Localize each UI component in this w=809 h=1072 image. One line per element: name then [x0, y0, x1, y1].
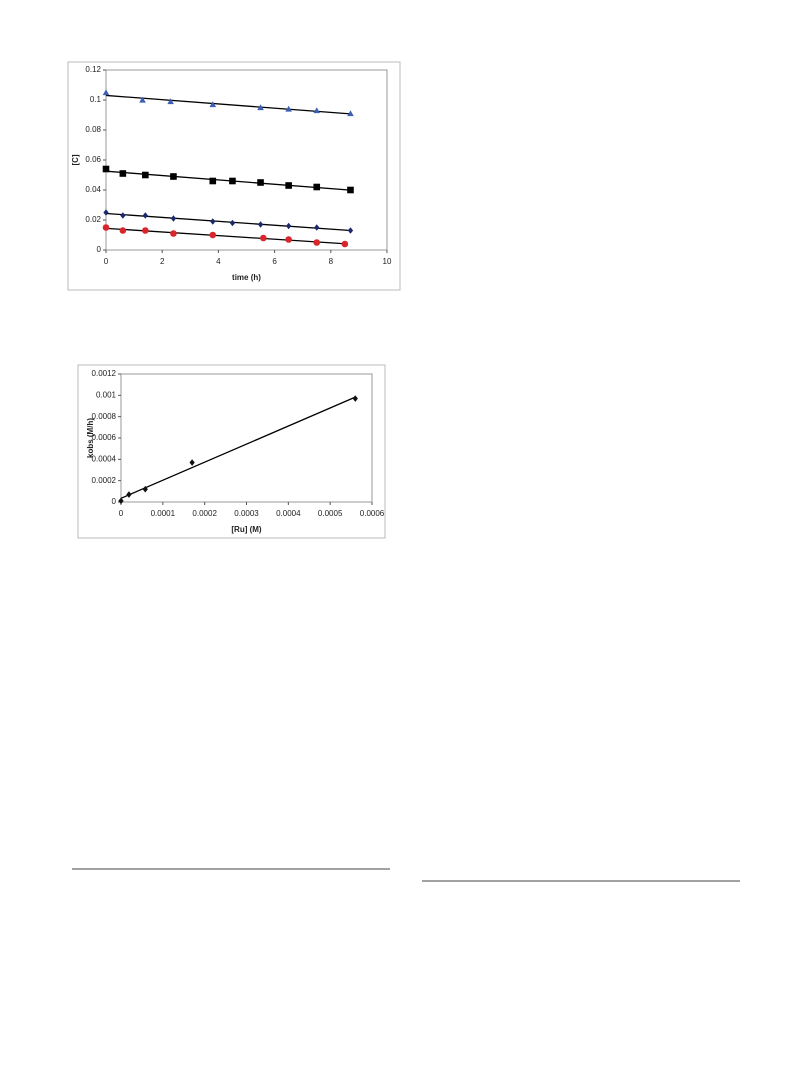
marker	[139, 96, 146, 103]
x-axis-title: time (h)	[232, 273, 261, 282]
marker	[189, 459, 195, 466]
y-tick-label: 0.0004	[92, 454, 117, 463]
y-tick-label: 0.06	[85, 155, 101, 164]
plot-area	[120, 373, 373, 503]
marker	[347, 227, 354, 234]
y-tick-label: 0.0008	[92, 412, 117, 421]
marker	[257, 104, 264, 111]
marker	[352, 395, 358, 402]
marker	[119, 227, 127, 234]
marker	[210, 218, 216, 225]
trend-line	[120, 396, 356, 499]
marker	[347, 110, 354, 117]
marker	[142, 212, 148, 219]
marker	[102, 89, 110, 96]
x-axis-title: [Ru] (M)	[231, 525, 262, 534]
chart-frame	[67, 61, 401, 291]
marker	[347, 186, 354, 194]
marker	[170, 173, 177, 180]
marker	[142, 485, 148, 493]
trend-line	[105, 212, 351, 232]
x-tick-label: 2	[160, 257, 165, 266]
y-tick-label: 0.0002	[92, 476, 117, 485]
x-tick-label: 0.0006	[360, 509, 385, 518]
y-tick-label: 0.12	[85, 65, 101, 74]
marker	[103, 209, 109, 216]
y-tick-label: 0.0006	[92, 433, 117, 442]
marker	[102, 224, 110, 231]
marker	[313, 107, 321, 114]
x-tick-label: 10	[383, 257, 392, 266]
marker	[313, 239, 321, 246]
marker	[142, 227, 149, 234]
x-tick-label: 0.0004	[276, 509, 301, 518]
marker	[170, 215, 177, 222]
y-axis-title: [C]	[71, 154, 80, 165]
chart-frame	[77, 364, 386, 539]
trend-line	[105, 227, 345, 245]
trend-line	[105, 94, 351, 115]
marker	[257, 179, 264, 186]
marker	[126, 491, 132, 498]
marker	[118, 497, 124, 505]
x-tick-label: 8	[329, 257, 334, 266]
marker	[285, 182, 292, 189]
x-tick-label: 0.0003	[234, 509, 259, 518]
y-axis-title: kobs (M/h)	[86, 418, 95, 458]
x-tick-label: 0.0005	[318, 509, 343, 518]
marker	[102, 165, 110, 173]
x-tick-label: 0.0002	[192, 509, 217, 518]
marker	[209, 177, 217, 185]
y-tick-label: 0.001	[96, 390, 117, 399]
x-tick-label: 4	[216, 257, 221, 266]
marker	[314, 224, 320, 231]
marker	[285, 236, 292, 243]
marker	[229, 177, 236, 185]
x-tick-label: 0	[119, 509, 124, 518]
marker	[142, 171, 149, 179]
marker	[229, 219, 236, 227]
x-tick-label: 6	[272, 257, 277, 266]
marker	[257, 221, 264, 228]
y-tick-label: 0.04	[85, 185, 101, 194]
y-tick-label: 0	[97, 245, 102, 254]
y-tick-label: 0.0012	[92, 369, 117, 378]
x-tick-label: 0	[104, 257, 109, 266]
marker	[170, 230, 177, 237]
marker	[209, 231, 217, 239]
y-tick-label: 0.1	[90, 95, 102, 104]
marker	[119, 170, 127, 177]
marker	[285, 105, 292, 112]
marker	[167, 98, 174, 105]
marker	[120, 212, 126, 219]
marker	[341, 240, 349, 248]
y-tick-label: 0.08	[85, 125, 101, 134]
x-tick-label: 0.0001	[151, 509, 176, 518]
marker	[209, 101, 217, 108]
y-tick-label: 0.02	[85, 215, 101, 224]
marker	[260, 234, 267, 242]
marker	[286, 222, 292, 230]
y-tick-label: 0	[112, 497, 117, 506]
marker	[313, 183, 321, 191]
